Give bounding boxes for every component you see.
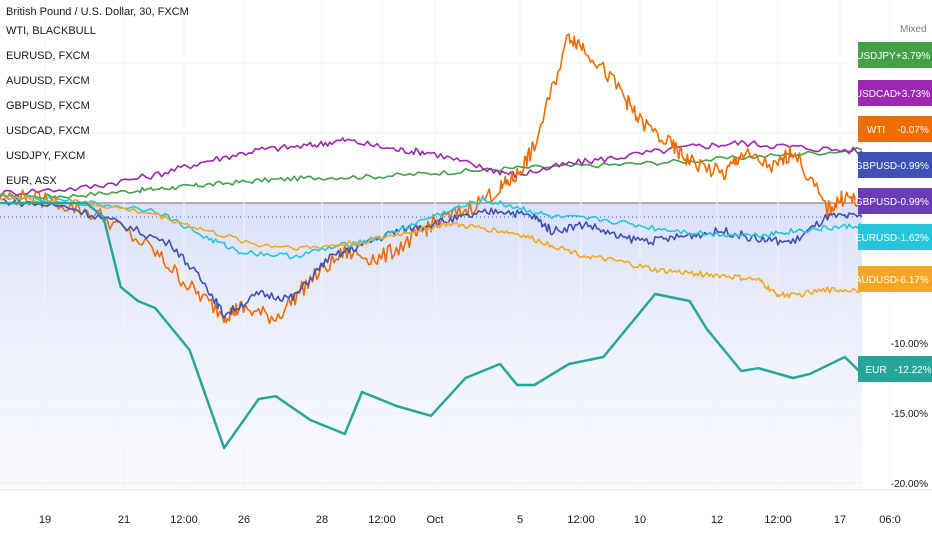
x-tick-label: 28 bbox=[316, 514, 328, 526]
series-line-wti[interactable] bbox=[0, 33, 863, 325]
series-line-eurusd[interactable] bbox=[0, 193, 863, 260]
scale-mode-label[interactable]: Mixed bbox=[900, 24, 927, 35]
x-tick-label: 12:00 bbox=[170, 514, 198, 526]
value-tag-label: +3.79% bbox=[896, 51, 930, 62]
legend-item[interactable]: EURUSD, FXCM bbox=[6, 50, 90, 62]
value-tag-label: -1.62% bbox=[897, 233, 929, 244]
x-tick-label: 26 bbox=[238, 514, 250, 526]
symbol-tag-label: GBPUSD bbox=[855, 161, 897, 172]
series-line-usdcad[interactable] bbox=[0, 137, 863, 197]
series-line-audusd[interactable] bbox=[0, 195, 863, 299]
symbol-tag[interactable] bbox=[858, 80, 894, 106]
value-tag[interactable] bbox=[894, 116, 932, 142]
value-tag-label: -0.07% bbox=[897, 125, 929, 136]
symbol-tag-label: GBPUSD bbox=[855, 197, 897, 208]
value-tag[interactable] bbox=[894, 42, 932, 68]
x-tick-label: 19 bbox=[39, 514, 51, 526]
value-tag-label: -0.99% bbox=[897, 197, 929, 208]
series-line-gbpusd[interactable] bbox=[0, 197, 863, 319]
symbol-tag-label: EURUSD bbox=[855, 233, 897, 244]
series-line-usdjpy[interactable] bbox=[0, 147, 863, 201]
baseline-area bbox=[0, 203, 862, 490]
series-line-eur[interactable] bbox=[0, 201, 863, 450]
symbol-tag-label: USDJPY bbox=[856, 51, 896, 62]
value-tag[interactable] bbox=[894, 266, 932, 292]
x-tick-label: 12:00 bbox=[567, 514, 595, 526]
x-tick-label: 12:00 bbox=[764, 514, 792, 526]
y-tick-label: -15.00% bbox=[891, 409, 928, 420]
x-tick-label: 12 bbox=[711, 514, 723, 526]
value-tag[interactable] bbox=[894, 224, 932, 250]
symbol-tag[interactable] bbox=[858, 152, 894, 178]
symbol-tag-label: EUR bbox=[865, 365, 886, 376]
x-tick-label: 10 bbox=[634, 514, 646, 526]
symbol-tag-label: USDCAD bbox=[855, 89, 897, 100]
symbol-tag[interactable] bbox=[858, 356, 894, 382]
value-tag-label: -0.99% bbox=[897, 161, 929, 172]
symbol-tag[interactable] bbox=[858, 116, 894, 142]
symbol-tag[interactable] bbox=[858, 224, 894, 250]
legend-item[interactable]: GBPUSD, FXCM bbox=[6, 100, 90, 112]
value-tag[interactable] bbox=[894, 188, 932, 214]
value-tag-label: -6.17% bbox=[897, 275, 929, 286]
legend-item[interactable]: EUR, ASX bbox=[6, 175, 57, 187]
legend-item[interactable]: USDCAD, FXCM bbox=[6, 125, 90, 137]
symbol-tag[interactable] bbox=[858, 42, 894, 68]
y-tick-label: -20.00% bbox=[891, 479, 928, 490]
x-tick-label: 17 bbox=[834, 514, 846, 526]
x-tick-label: 21 bbox=[118, 514, 130, 526]
legend-item[interactable]: USDJPY, FXCM bbox=[6, 150, 86, 162]
legend: WTI, BLACKBULL EURUSD, FXCM AUDUSD, FXCM… bbox=[6, 24, 126, 199]
x-tick-label: 5 bbox=[517, 514, 523, 526]
symbol-tag[interactable] bbox=[858, 188, 894, 214]
y-tick-label: -10.00% bbox=[891, 339, 928, 350]
value-tag[interactable] bbox=[894, 356, 932, 382]
value-tag[interactable] bbox=[894, 152, 932, 178]
symbol-tag-label: WTI bbox=[867, 125, 885, 136]
value-tag[interactable] bbox=[894, 80, 932, 106]
value-tag-label: -12.22% bbox=[894, 365, 931, 376]
symbol-tag-label: AUDUSD bbox=[855, 275, 897, 286]
value-tag-label: +3.73% bbox=[896, 89, 930, 100]
x-tick-label: Oct bbox=[426, 514, 443, 526]
x-tick-label: 12:00 bbox=[368, 514, 396, 526]
symbol-tag[interactable] bbox=[858, 266, 894, 292]
chart-title: British Pound / U.S. Dollar, 30, FXCM bbox=[6, 6, 189, 18]
x-tick-label: 06:0 bbox=[879, 514, 900, 526]
legend-item[interactable]: AUDUSD, FXCM bbox=[6, 75, 90, 87]
legend-item[interactable]: WTI, BLACKBULL bbox=[6, 25, 96, 37]
